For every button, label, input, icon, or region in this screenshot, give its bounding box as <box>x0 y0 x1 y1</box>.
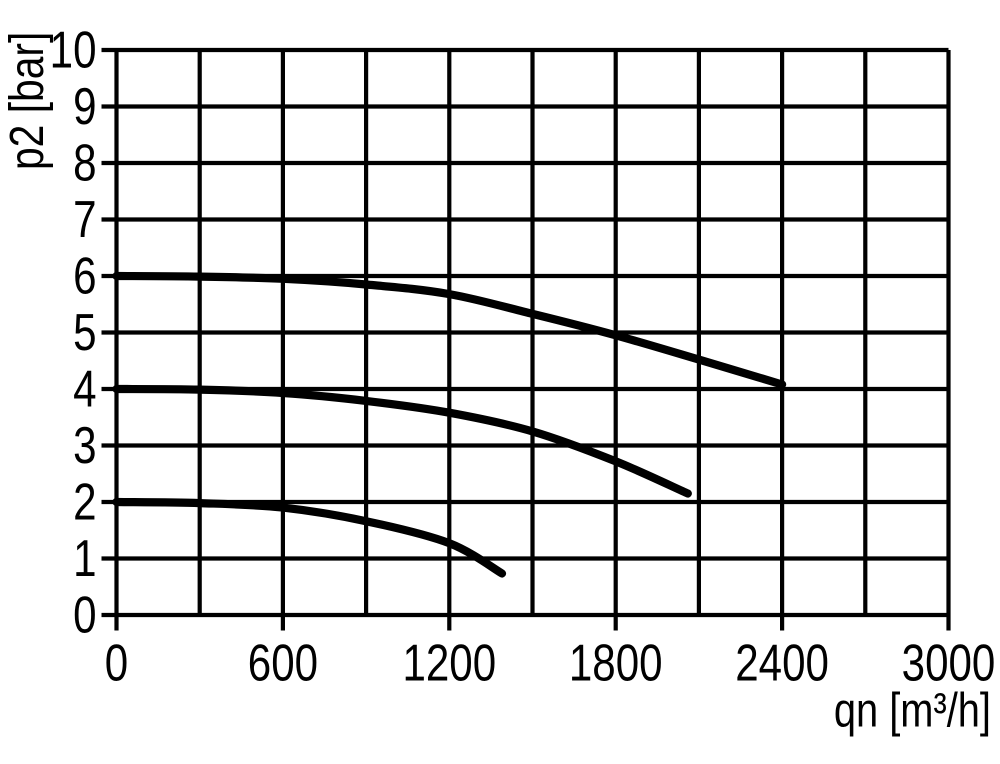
svg-text:5: 5 <box>73 304 96 362</box>
svg-text:3000: 3000 <box>902 634 996 692</box>
svg-text:7: 7 <box>73 191 96 249</box>
svg-text:1200: 1200 <box>402 634 496 692</box>
svg-text:8: 8 <box>73 134 96 192</box>
svg-text:0: 0 <box>105 634 128 692</box>
svg-text:1: 1 <box>73 530 96 588</box>
svg-text:600: 600 <box>248 634 318 692</box>
svg-text:p2 [bar]: p2 [bar] <box>1 32 54 170</box>
svg-text:0: 0 <box>73 586 96 644</box>
svg-text:4: 4 <box>73 360 96 418</box>
svg-text:qn [m³/h]: qn [m³/h] <box>834 684 991 737</box>
svg-text:6: 6 <box>73 247 96 305</box>
svg-text:2: 2 <box>73 473 96 531</box>
svg-text:2400: 2400 <box>735 634 829 692</box>
svg-text:3: 3 <box>73 417 96 475</box>
svg-text:10: 10 <box>50 21 97 79</box>
svg-text:9: 9 <box>73 78 96 136</box>
svg-text:1800: 1800 <box>569 634 663 692</box>
